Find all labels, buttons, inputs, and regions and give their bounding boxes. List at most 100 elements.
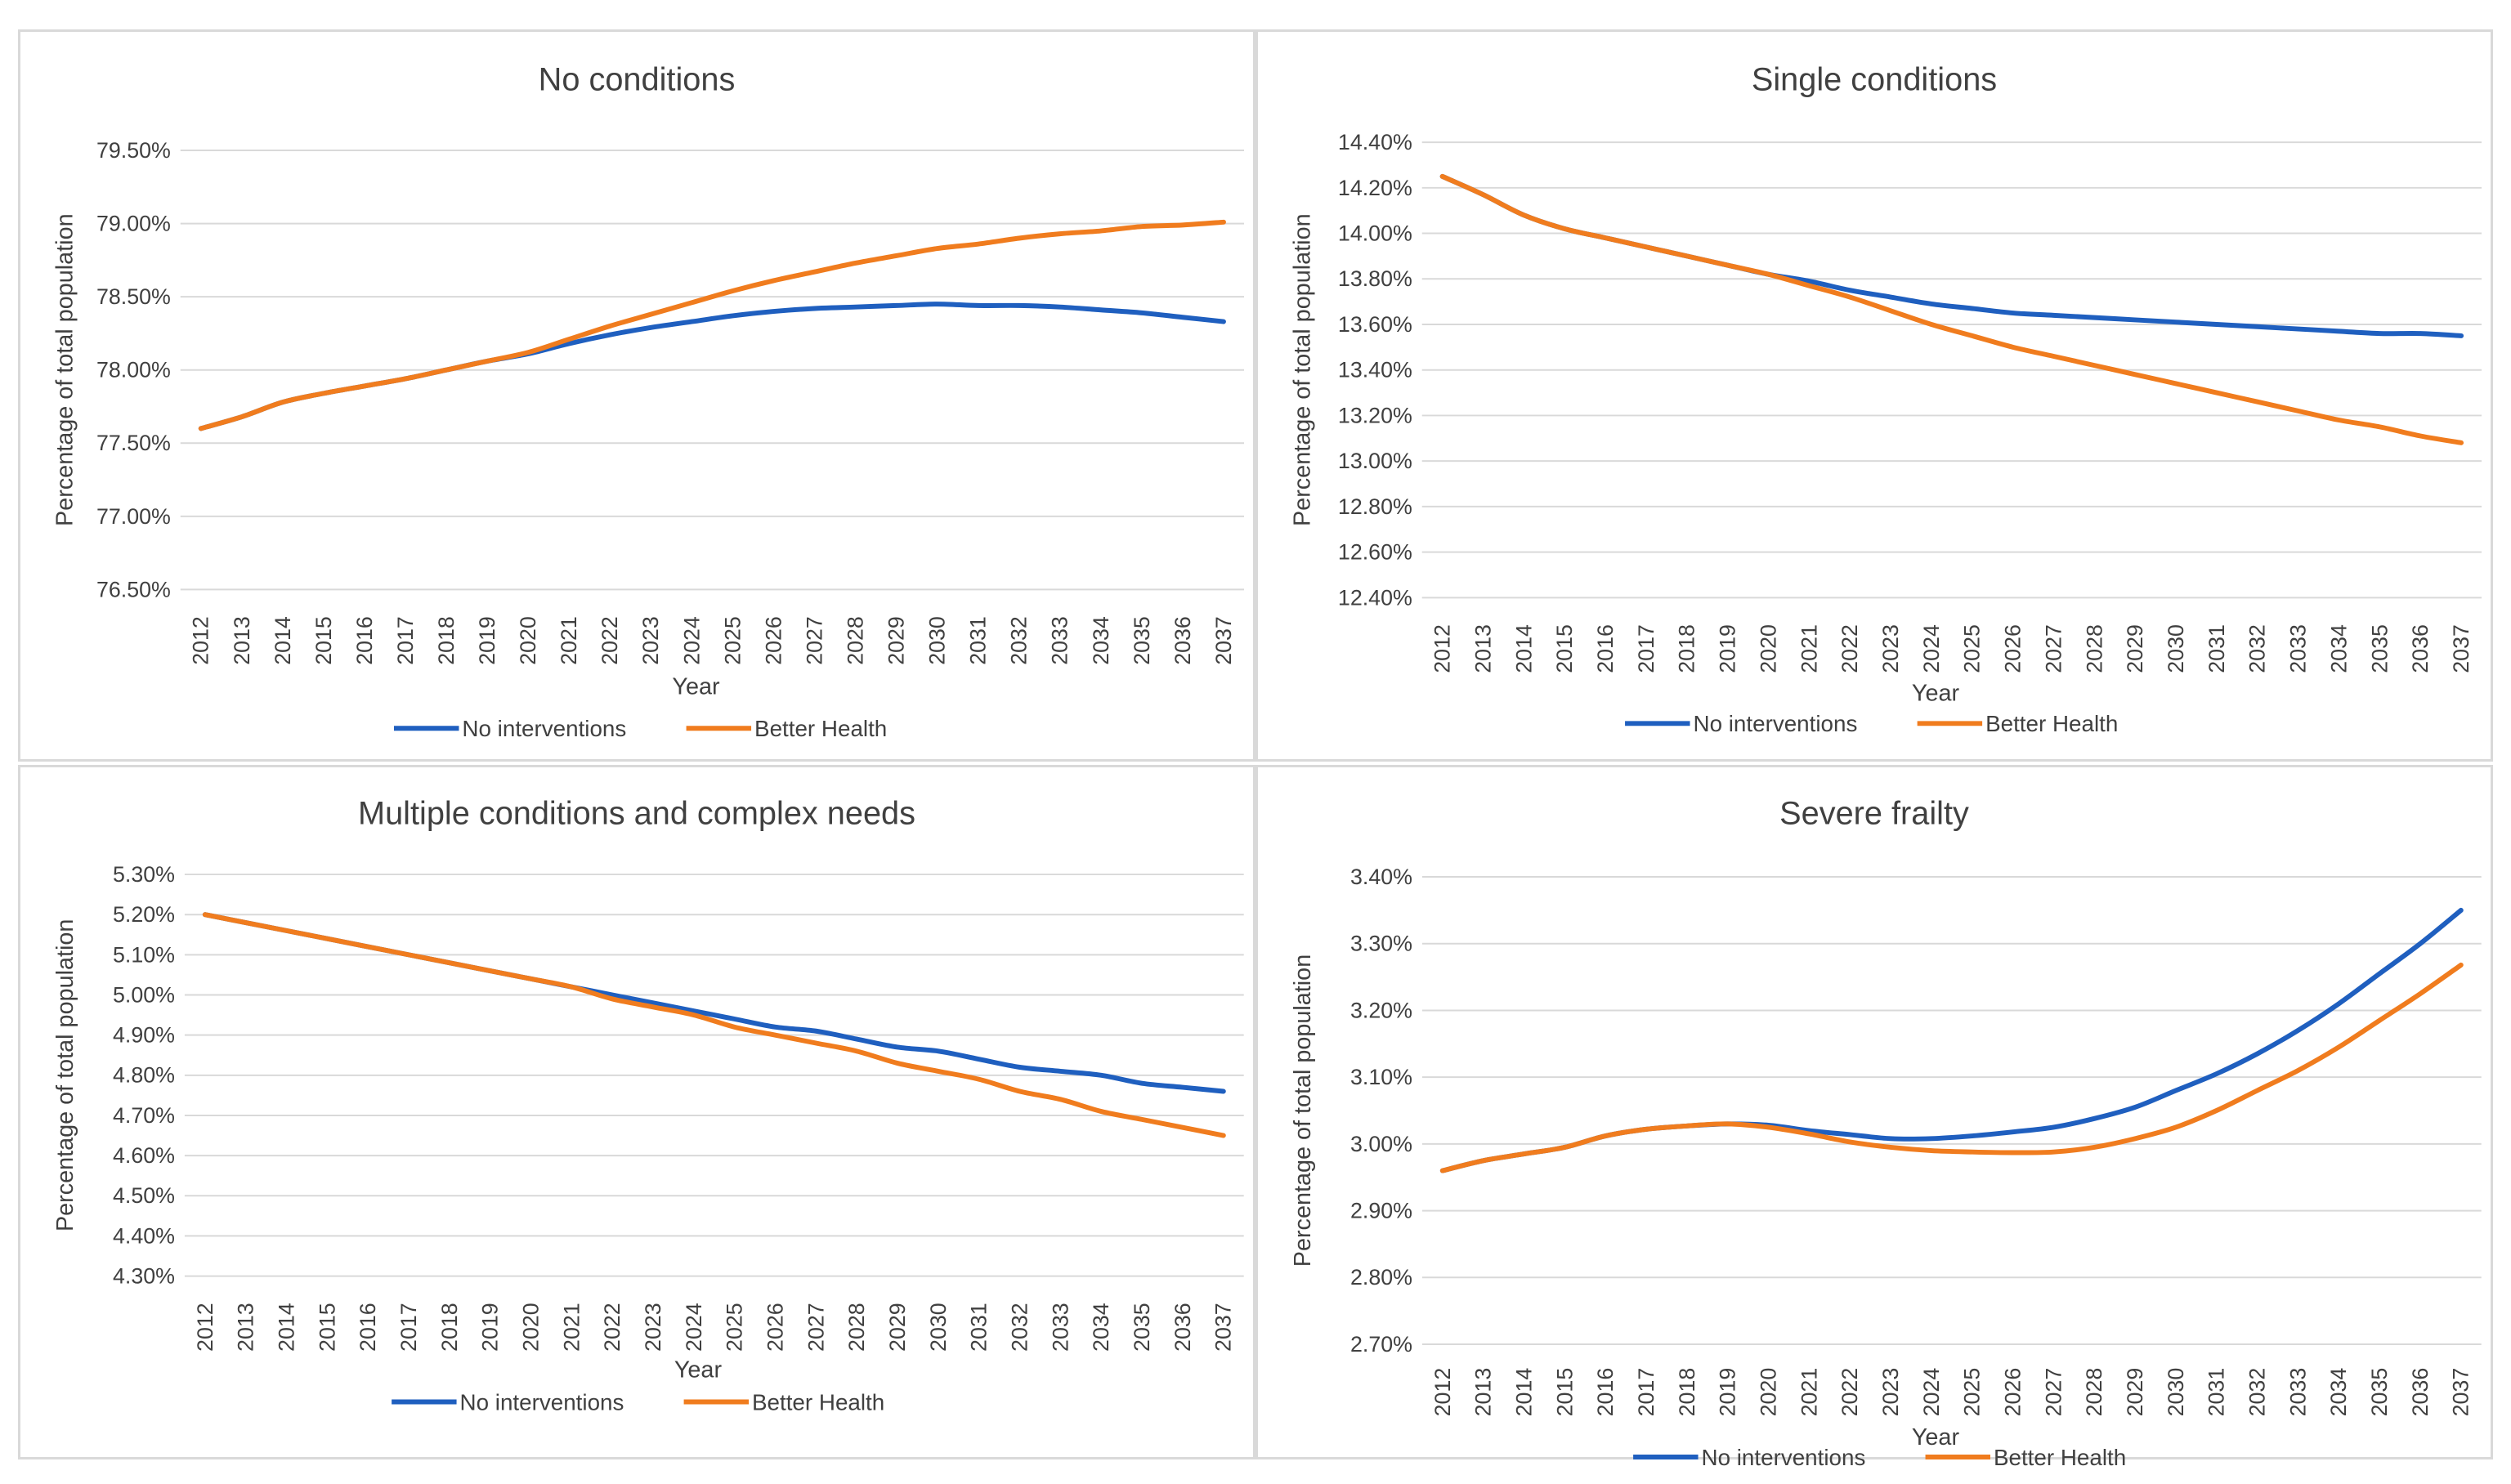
x-tick-label: 2017 bbox=[396, 1303, 421, 1352]
x-tick-label: 2028 bbox=[2082, 624, 2106, 673]
chart-title: Multiple conditions and complex needs bbox=[358, 796, 915, 832]
y-tick-label: 2.90% bbox=[1350, 1199, 1412, 1223]
x-tick-label: 2033 bbox=[2285, 1368, 2310, 1417]
x-tick-label: 2019 bbox=[475, 616, 499, 665]
x-tick-label: 2030 bbox=[925, 616, 950, 665]
y-tick-label: 2.70% bbox=[1350, 1332, 1412, 1357]
y-tick-label: 4.80% bbox=[113, 1063, 175, 1088]
line-chart-severe-frailty: Severe frailty 2.70% 2.80% 2.90% 3.00% 3.10% 3… bbox=[1258, 767, 2491, 1457]
x-tick-label: 2029 bbox=[885, 1303, 910, 1352]
x-tick-label: 2027 bbox=[2041, 1368, 2066, 1417]
legend-label: No interventions bbox=[462, 716, 626, 741]
x-tick-label: 2017 bbox=[393, 616, 418, 665]
x-tick-label: 2013 bbox=[1471, 1368, 1496, 1417]
y-tick-label: 3.30% bbox=[1350, 932, 1412, 956]
x-tick-label: 2013 bbox=[1470, 624, 1495, 673]
x-tick-label: 2019 bbox=[478, 1303, 503, 1352]
x-tick-label: 2033 bbox=[1048, 616, 1072, 665]
x-tick-label: 2035 bbox=[1130, 1303, 1154, 1352]
x-tick-label: 2018 bbox=[434, 616, 459, 665]
series-line-no-interventions bbox=[201, 304, 1224, 428]
x-tick-label: 2032 bbox=[2245, 624, 2270, 673]
x-tick-label: 2022 bbox=[1837, 624, 1862, 673]
x-tick-label: 2025 bbox=[723, 1303, 747, 1352]
series-line-better-health bbox=[205, 914, 1224, 1135]
y-tick-label: 5.10% bbox=[113, 942, 175, 967]
y-tick-label: 5.30% bbox=[113, 862, 175, 887]
legend-label: No interventions bbox=[1693, 711, 1857, 736]
x-tick-label: 2022 bbox=[598, 616, 622, 665]
line-chart-no-conditions: No conditions 76.50% 77.00% 77.50% 78.00% 78.… bbox=[20, 32, 1253, 759]
x-tick-label: 2016 bbox=[356, 1303, 380, 1352]
series-line-no-interventions bbox=[1443, 910, 2461, 1171]
x-tick-label: 2021 bbox=[557, 616, 581, 665]
chart-panel-severe-frailty: Severe frailty 2.70% 2.80% 2.90% 3.00% 3.10% 3… bbox=[1256, 765, 2493, 1459]
x-tick-label: 2030 bbox=[2164, 1368, 2188, 1417]
x-axis-title: Year bbox=[674, 1357, 723, 1383]
series-line-no-interventions bbox=[1443, 177, 2461, 336]
x-tick-label: 2016 bbox=[352, 616, 377, 665]
y-tick-label: 4.30% bbox=[113, 1264, 175, 1289]
x-tick-label: 2020 bbox=[1756, 624, 1780, 673]
x-tick-label: 2029 bbox=[884, 616, 909, 665]
x-tick-label: 2031 bbox=[2204, 624, 2229, 673]
legend-label: Better Health bbox=[1985, 711, 2118, 736]
x-tick-label: 2023 bbox=[641, 1303, 665, 1352]
x-tick-label: 2026 bbox=[2001, 1368, 2025, 1417]
x-tick-label: 2030 bbox=[926, 1303, 951, 1352]
x-tick-label: 2037 bbox=[1211, 1303, 1236, 1352]
y-tick-label: 4.90% bbox=[113, 1023, 175, 1048]
x-tick-label: 2028 bbox=[843, 616, 867, 665]
y-tick-label: 13.60% bbox=[1338, 312, 1412, 337]
y-axis-title: Percentage of total population bbox=[52, 919, 78, 1231]
x-tick-label: 2036 bbox=[2408, 1368, 2433, 1417]
y-tick-label: 79.50% bbox=[96, 138, 171, 163]
y-axis-title: Percentage of total population bbox=[52, 213, 78, 526]
y-tick-label: 3.40% bbox=[1350, 865, 1412, 889]
x-tick-label: 2026 bbox=[2001, 624, 2025, 673]
x-tick-label: 2037 bbox=[2449, 624, 2473, 673]
x-tick-label: 2024 bbox=[682, 1303, 706, 1352]
x-tick-label: 2036 bbox=[1170, 616, 1195, 665]
y-axis-title: Percentage of total population bbox=[1290, 954, 1316, 1267]
x-tick-label: 2027 bbox=[802, 616, 826, 665]
y-tick-label: 2.80% bbox=[1350, 1265, 1412, 1290]
chart-panel-single-conditions: Single conditions 12.40% 12.60% 12.80% 13.00… bbox=[1256, 29, 2493, 762]
y-tick-label: 3.10% bbox=[1350, 1065, 1412, 1089]
y-tick-label: 14.20% bbox=[1338, 176, 1412, 200]
x-tick-label: 2036 bbox=[1170, 1303, 1195, 1352]
x-tick-label: 2020 bbox=[516, 616, 540, 665]
x-tick-label: 2037 bbox=[2449, 1368, 2473, 1417]
line-chart-single-conditions: Single conditions 12.40% 12.60% 12.80% 13.00… bbox=[1258, 32, 2491, 759]
y-tick-label: 13.00% bbox=[1338, 449, 1412, 473]
y-tick-label: 4.70% bbox=[113, 1103, 175, 1128]
x-tick-label: 2034 bbox=[1089, 1303, 1113, 1352]
x-tick-label: 2032 bbox=[1007, 616, 1032, 665]
x-axis-title: Year bbox=[1912, 680, 1960, 706]
y-tick-label: 78.00% bbox=[96, 358, 171, 382]
x-tick-label: 2029 bbox=[2123, 1368, 2147, 1417]
y-tick-label: 5.20% bbox=[113, 902, 175, 927]
y-tick-label: 12.80% bbox=[1338, 494, 1412, 519]
legend-label: No interventions bbox=[1702, 1445, 1866, 1470]
x-tick-label: 2025 bbox=[1960, 1368, 1985, 1417]
chart-panel-no-conditions: No conditions 76.50% 77.00% 77.50% 78.00% 78.… bbox=[18, 29, 1256, 762]
x-tick-label: 2028 bbox=[844, 1303, 869, 1352]
x-tick-label: 2025 bbox=[1960, 624, 1985, 673]
x-tick-label: 2016 bbox=[1593, 624, 1618, 673]
x-tick-label: 2013 bbox=[234, 1303, 258, 1352]
x-tick-label: 2028 bbox=[2082, 1368, 2106, 1417]
legend-label: Better Health bbox=[752, 1389, 884, 1415]
x-tick-label: 2032 bbox=[2245, 1368, 2270, 1417]
x-tick-label: 2012 bbox=[1430, 624, 1455, 673]
x-tick-label: 2014 bbox=[274, 1303, 298, 1352]
x-tick-label: 2016 bbox=[1593, 1368, 1618, 1417]
x-tick-label: 2012 bbox=[189, 616, 213, 665]
x-tick-label: 2014 bbox=[1511, 1368, 1536, 1417]
y-tick-label: 12.60% bbox=[1338, 540, 1412, 565]
x-tick-label: 2026 bbox=[763, 1303, 788, 1352]
x-tick-label: 2022 bbox=[600, 1303, 624, 1352]
x-tick-label: 2017 bbox=[1634, 1368, 1658, 1417]
x-tick-label: 2025 bbox=[720, 616, 745, 665]
x-tick-label: 2019 bbox=[1716, 1368, 1740, 1417]
